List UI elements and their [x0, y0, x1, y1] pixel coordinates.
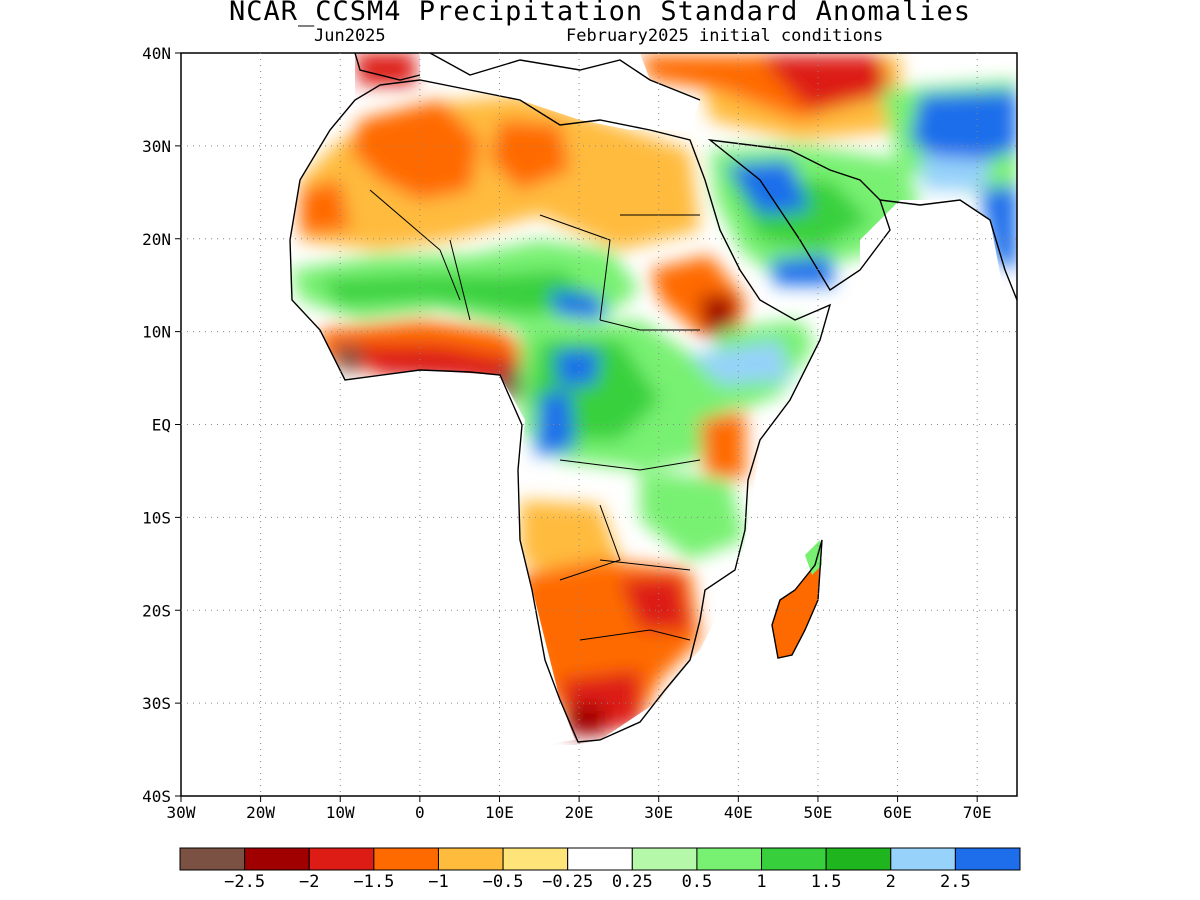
colorbar-label: 0.25 [612, 872, 653, 892]
zimbabwe-red-region [620, 575, 690, 630]
colorbar-swatch [437, 847, 504, 871]
coastlines [289, 52, 1018, 743]
colorbar-swatch [631, 847, 698, 871]
lon-label: 30W [167, 803, 196, 822]
graticule [181, 53, 1017, 796]
kenya-dry-region [700, 410, 745, 480]
lat-label: 20N [142, 230, 171, 249]
colorbar-swatch [890, 847, 956, 871]
latitude-labels: 40N 30N 20N 10N EQ 10S 20S 30S 40S [142, 44, 181, 806]
yemen-blue-region [770, 255, 835, 285]
lat-label: 40N [142, 44, 171, 63]
colorbar-swatch [696, 847, 763, 871]
europe-coastline [354, 52, 701, 101]
lon-label: 20E [565, 803, 594, 822]
colorbar-swatch [761, 847, 827, 871]
country-borders [369, 189, 701, 641]
sahel-green-region [320, 270, 600, 315]
lon-label: 70E [963, 803, 992, 822]
anomaly-field [290, 53, 1017, 735]
indian-ocean [600, 300, 1017, 740]
colorbar-label: −0.5 [483, 872, 524, 892]
colorbar-swatch [825, 847, 892, 871]
mediterranean-sea [420, 53, 700, 130]
colorbar-label: −1 [428, 872, 448, 892]
caspian-red-region [760, 55, 890, 110]
horn-blue-region [690, 340, 790, 385]
colorbar-label: −2 [299, 872, 319, 892]
arabian-sea [860, 200, 1017, 310]
colorbar-label: 0.5 [682, 872, 713, 892]
initial-conditions: February2025 initial conditions [566, 26, 884, 46]
asia-coastline [879, 199, 1018, 301]
congo-blue-region-north [555, 350, 600, 385]
ocean-mask [0, 0, 1017, 796]
lon-label: 10E [485, 803, 514, 822]
pakistan-blue-region [910, 90, 1017, 170]
colorbar-swatch [308, 847, 375, 871]
maghreb-orange-region [490, 120, 570, 190]
lat-label: 30N [142, 137, 171, 156]
colorbar-swatch [502, 847, 569, 871]
south-atlantic [181, 740, 1017, 796]
colorbar-label: 2 [886, 872, 896, 892]
lat-label: 20S [142, 601, 171, 620]
angola-dry-region [520, 500, 620, 580]
colorbar-swatch [373, 847, 439, 871]
tanzania-wet-region [640, 470, 745, 560]
lat-label: 10S [142, 508, 171, 527]
colorbar-label: −2.5 [224, 872, 265, 892]
colorbar-swatch [954, 847, 1021, 871]
colorbar-swatch [244, 847, 310, 871]
mauritania-orange-region [300, 180, 350, 235]
arabia-blue-region [725, 160, 810, 215]
lon-label: 60E [883, 803, 912, 822]
colorbar-swatch [179, 847, 246, 871]
india-lightblue-region [920, 155, 990, 190]
madagascar-coastline [771, 539, 823, 659]
colorbar-label: 1 [756, 872, 766, 892]
lat-label: 30S [142, 694, 171, 713]
madagascar-land [772, 550, 822, 658]
guinea-brown-region [335, 345, 360, 372]
colorbar-label: 1.5 [811, 872, 842, 892]
lon-label: 0 [415, 803, 425, 822]
lon-label: 40E [724, 803, 753, 822]
colorbar-label: −1.5 [353, 872, 394, 892]
madagascar-field [772, 540, 822, 658]
lon-label: 50E [803, 803, 832, 822]
africa-coastline [289, 79, 832, 743]
lat-label: 40S [142, 787, 171, 806]
colorbar-label: −0.25 [542, 872, 593, 892]
lon-label: 20W [246, 803, 275, 822]
cape-darkred-region [565, 705, 605, 735]
colorbar: −2.5 −2 −1.5 −1 −0.5 −0.25 0.25 0.5 1 1.5 2 2.5 [179, 847, 1021, 892]
congo-blue-region-west [535, 390, 575, 455]
madagascar-north [805, 540, 822, 575]
map-title: NCAR_CCSM4 Precipitation Standard Anomal… [229, 0, 971, 27]
longitude-labels: 30W 20W 10W 0 10E 20E 30E 40E 50E 60E 70E [167, 796, 992, 822]
lat-label: EQ [152, 416, 171, 435]
lat-label: 10N [142, 323, 171, 342]
forecast-month: Jun2025 [314, 26, 386, 46]
colorbar-label: 2.5 [940, 872, 971, 892]
colorbar-swatch [567, 847, 633, 871]
india-blue-region [980, 185, 1017, 270]
atlantic-ocean [181, 53, 575, 796]
lon-label: 10W [326, 803, 355, 822]
arabia-coastline [707, 138, 891, 291]
sahara-orange-region [350, 100, 480, 200]
iberia-red-region [355, 53, 415, 85]
ethiopia-red-region [700, 295, 735, 335]
chad-wet-region [550, 290, 605, 320]
lon-label: 30E [644, 803, 673, 822]
